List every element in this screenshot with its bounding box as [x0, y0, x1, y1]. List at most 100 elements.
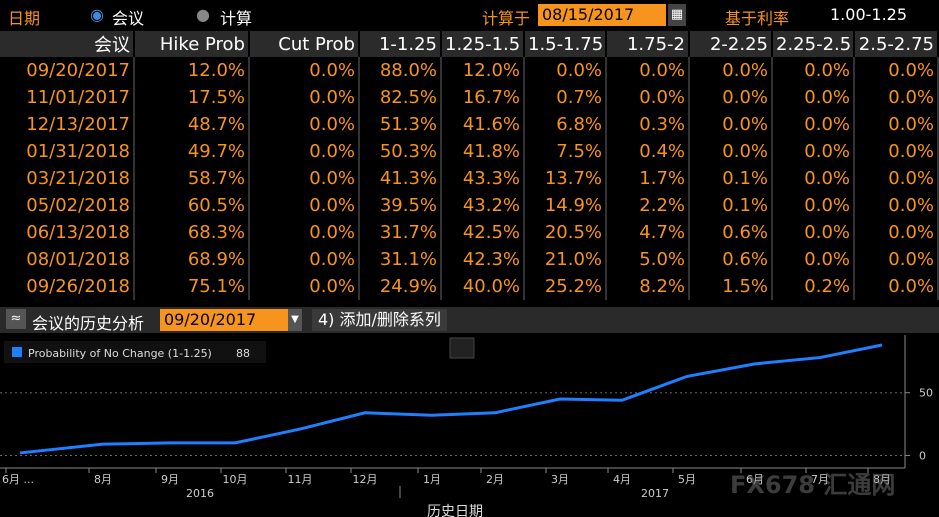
column-header: 1.75-2 — [606, 31, 690, 57]
cell: 0.0% — [772, 84, 855, 111]
cell: 0.1% — [689, 192, 773, 219]
cell: 21.0% — [524, 246, 607, 273]
column-header: 2.25-2.5 — [772, 31, 855, 57]
cell: 0.0% — [854, 165, 939, 192]
cell: 14.9% — [524, 192, 607, 219]
chart-type-button — [449, 337, 475, 359]
cell: 0.0% — [249, 273, 360, 300]
row[interactable]: 06/13/2018 68.3% 0.0% 31.7% 42.5% 20.5% 4.7% 0.… — [0, 219, 939, 246]
cell: 88.0% — [359, 57, 442, 84]
cell: 0.0% — [249, 111, 360, 138]
row[interactable]: 03/21/2018 58.7% 0.0% 41.3% 43.3% 13.7% 1.7% 0.… — [0, 165, 939, 192]
column-header: 会议 — [0, 31, 135, 57]
cell: 43.2% — [441, 192, 525, 219]
label: 日期 — [8, 9, 41, 28]
collapse-button[interactable]: ≈ — [6, 309, 26, 329]
cell: 49.7% — [134, 138, 250, 165]
dropdown-arrow[interactable]: ▼ — [288, 309, 302, 331]
cell: 0.0% — [772, 138, 855, 165]
cell: 09/26/2018 — [0, 273, 135, 300]
x-tick-label: 8月 — [873, 473, 891, 486]
column-header: 1.25-1.5 — [441, 31, 525, 57]
cell: 0.0% — [689, 84, 773, 111]
cell: 0.0% — [772, 111, 855, 138]
x-tick-label: 8月 — [94, 473, 112, 486]
x-axis-label: 历史日期 — [427, 504, 483, 517]
cell: 0.0% — [854, 57, 939, 84]
cell: 0.7% — [524, 84, 607, 111]
cell: 42.3% — [441, 246, 525, 273]
cell: 0.0% — [249, 192, 360, 219]
cell: 42.5% — [441, 219, 525, 246]
cell: 12.0% — [134, 57, 250, 84]
cell: 0.0% — [854, 273, 939, 300]
cell: 0.0% — [772, 192, 855, 219]
x-tick-label: 6月 — [746, 473, 764, 486]
cell: 0.0% — [689, 57, 773, 84]
cell: 0.0% — [606, 84, 690, 111]
cell: 0.0% — [854, 246, 939, 273]
cell: 12/13/2017 — [0, 111, 135, 138]
cell: 41.3% — [359, 165, 442, 192]
cell: 05/02/2018 — [0, 192, 135, 219]
x-tick-label: 4月 — [613, 473, 631, 486]
x-tick-label: 1月 — [423, 473, 441, 486]
cell: 0.0% — [524, 57, 607, 84]
cell: 82.5% — [359, 84, 442, 111]
row[interactable]: 09/26/2018 75.1% 0.0% 24.9% 40.0% 25.2% 8.2% 1.… — [0, 273, 939, 300]
x-group-label: 2016 — [186, 487, 214, 500]
cell: 0.2% — [772, 273, 855, 300]
cell: 4.7% — [606, 219, 690, 246]
cell: 06/13/2018 — [0, 219, 135, 246]
cell: 58.7% — [134, 165, 250, 192]
cell: 43.3% — [441, 165, 525, 192]
cell: 1.5% — [689, 273, 773, 300]
cell: 12.0% — [441, 57, 525, 84]
header-row: 会议 Hike Prob Cut Prob 1-1.25 1.25-1.5 1.5-1.7… — [0, 31, 939, 57]
top-bar: 日期 ◉ 会议 ● 计算 计算于 08/15/2017 ▦ 基于利率 1.00-… — [0, 0, 939, 30]
row[interactable]: 09/20/2017 12.0% 0.0% 88.0% 12.0% 0.0% 0.0% 0.0… — [0, 57, 939, 84]
cell: 08/01/2018 — [0, 246, 135, 273]
cell: 1.7% — [606, 165, 690, 192]
cell: 0.0% — [249, 57, 360, 84]
legend-label: Probability of No Change (1-1.25) — [28, 347, 212, 360]
radio-label[interactable]: 计算 — [220, 9, 253, 28]
chart: 0 50 6月 ... 8月 9月 10月 11月 12月 1月 2月 3月 4月 5月 6月 7月 8月 20… — [0, 335, 933, 517]
radio-label[interactable]: 会议 — [112, 9, 145, 28]
label: 基于利率 — [725, 9, 790, 28]
row[interactable]: 05/02/2018 60.5% 0.0% 39.5% 43.2% 14.9% 2.2% 0.… — [0, 192, 939, 219]
row[interactable]: 08/01/2018 68.9% 0.0% 31.1% 42.3% 21.0% 5.0% 0.… — [0, 246, 939, 273]
column-header: 1.5-1.75 — [524, 31, 607, 57]
cell: 0.0% — [249, 219, 360, 246]
cell: 20.5% — [524, 219, 607, 246]
cell: 51.3% — [359, 111, 442, 138]
column-header: Hike Prob — [134, 31, 250, 57]
cell: 8.2% — [606, 273, 690, 300]
row[interactable]: 01/31/2018 49.7% 0.0% 50.3% 41.8% 7.5% 0.4% 0.0… — [0, 138, 939, 165]
cell: 13.7% — [524, 165, 607, 192]
x-tick-label: 3月 — [551, 473, 569, 486]
meeting-dropdown[interactable]: 09/20/2017 — [160, 309, 296, 331]
cell: 68.3% — [134, 219, 250, 246]
watermark: FX678 汇通网 — [730, 471, 895, 499]
cell: 7.5% — [524, 138, 607, 165]
cell: 0.6% — [689, 246, 773, 273]
cell: 60.5% — [134, 192, 250, 219]
value: 1.00-1.25 — [830, 5, 908, 24]
cell: 50.3% — [359, 138, 442, 165]
y-tick-label: 0 — [919, 449, 926, 462]
cell: 0.0% — [249, 138, 360, 165]
cell: 0.0% — [689, 111, 773, 138]
x-tick-label: 11月 — [288, 473, 313, 486]
date-input[interactable]: 08/15/2017 — [538, 4, 666, 26]
radio[interactable]: ● — [196, 5, 210, 24]
cell: 0.0% — [249, 246, 360, 273]
cell: 0.6% — [689, 219, 773, 246]
row[interactable]: 12/13/2017 48.7% 0.0% 51.3% 41.6% 6.8% 0.3% 0.0… — [0, 111, 939, 138]
cell: 0.0% — [854, 219, 939, 246]
row[interactable]: 11/01/2017 17.5% 0.0% 82.5% 16.7% 0.7% 0.0% 0.0… — [0, 84, 939, 111]
radio[interactable]: ◉ — [90, 5, 104, 24]
calendar-button[interactable]: ▦ — [668, 4, 686, 26]
toolbar: ≈ 会议的历史分析 09/20/2017 ▼ 4) 添加/删除系列 — [0, 307, 939, 333]
series-button[interactable]: 4) 添加/删除系列 — [312, 309, 447, 331]
